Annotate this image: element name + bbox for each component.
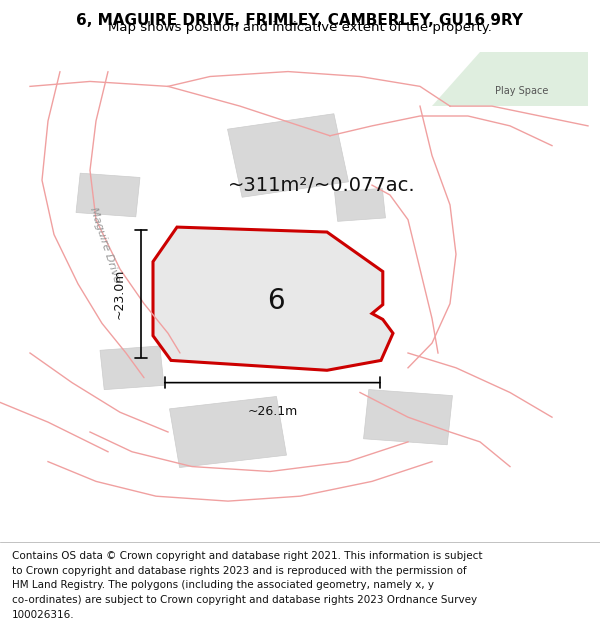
Text: 100026316.: 100026316. [12, 610, 74, 620]
Polygon shape [170, 396, 286, 468]
Text: Map shows position and indicative extent of the property.: Map shows position and indicative extent… [108, 21, 492, 34]
Text: Contains OS data © Crown copyright and database right 2021. This information is : Contains OS data © Crown copyright and d… [12, 551, 482, 561]
Text: Play Space: Play Space [496, 86, 548, 96]
Text: co-ordinates) are subject to Crown copyright and database rights 2023 Ordnance S: co-ordinates) are subject to Crown copyr… [12, 595, 477, 605]
Polygon shape [153, 227, 393, 370]
Polygon shape [432, 52, 588, 106]
Text: 6: 6 [267, 287, 285, 315]
Text: ~23.0m: ~23.0m [113, 269, 126, 319]
Text: Maguire Drive: Maguire Drive [88, 206, 122, 283]
Polygon shape [227, 114, 349, 198]
Polygon shape [364, 389, 452, 445]
Text: to Crown copyright and database rights 2023 and is reproduced with the permissio: to Crown copyright and database rights 2… [12, 566, 467, 576]
Text: HM Land Registry. The polygons (including the associated geometry, namely x, y: HM Land Registry. The polygons (includin… [12, 580, 434, 590]
Polygon shape [100, 346, 164, 389]
Text: ~26.1m: ~26.1m [247, 405, 298, 418]
Text: 6, MAGUIRE DRIVE, FRIMLEY, CAMBERLEY, GU16 9RY: 6, MAGUIRE DRIVE, FRIMLEY, CAMBERLEY, GU… [77, 13, 523, 28]
Text: ~311m²/~0.077ac.: ~311m²/~0.077ac. [228, 176, 416, 194]
Polygon shape [76, 173, 140, 217]
Polygon shape [335, 188, 385, 221]
